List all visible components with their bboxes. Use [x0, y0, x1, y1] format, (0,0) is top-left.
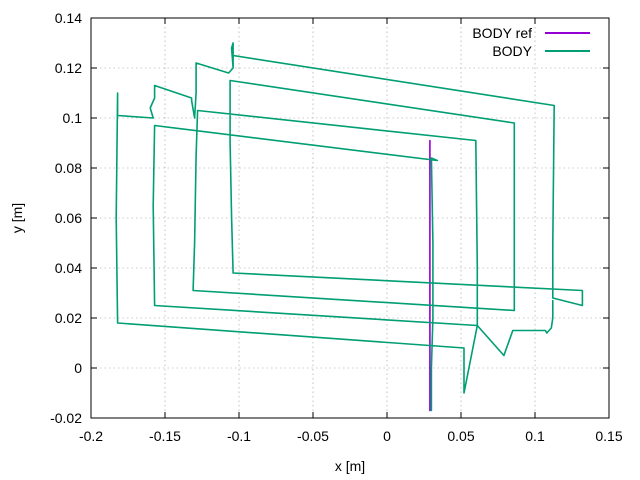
y-tick-label: 0.08	[55, 160, 82, 176]
x-tick-label: -0.05	[297, 428, 329, 444]
y-tick-label: 0.02	[55, 310, 82, 326]
y-tick-label: -0.02	[50, 410, 82, 426]
y-tick-label: 0.1	[63, 110, 83, 126]
y-tick-label: 0.06	[55, 210, 82, 226]
x-axis-label: x [m]	[335, 458, 365, 474]
grid	[91, 18, 609, 418]
x-tick-label: -0.1	[227, 428, 251, 444]
y-tick-label: 0	[74, 360, 82, 376]
y-tick-label: 0.14	[55, 10, 82, 26]
legend: BODY ref BODY	[472, 25, 590, 59]
y-axis-label: y [m]	[9, 203, 25, 233]
x-tick-label: -0.2	[79, 428, 103, 444]
series-layer	[115, 42, 584, 412]
x-tick-label: 0.1	[525, 428, 545, 444]
series-line-body	[115, 42, 584, 412]
ticks: -0.2 -0.15 -0.1 -0.05 0 0.05 0.1 0.15 -0.02 0 0.02…	[50, 10, 623, 444]
legend-label: BODY ref	[472, 25, 532, 41]
y-tick-label: 0.04	[55, 260, 82, 276]
x-tick-label: 0.05	[447, 428, 474, 444]
legend-label: BODY	[492, 43, 532, 59]
x-tick-label: 0	[383, 428, 391, 444]
x-tick-label: 0.15	[595, 428, 622, 444]
y-tick-label: 0.12	[55, 60, 82, 76]
x-tick-label: -0.15	[149, 428, 181, 444]
